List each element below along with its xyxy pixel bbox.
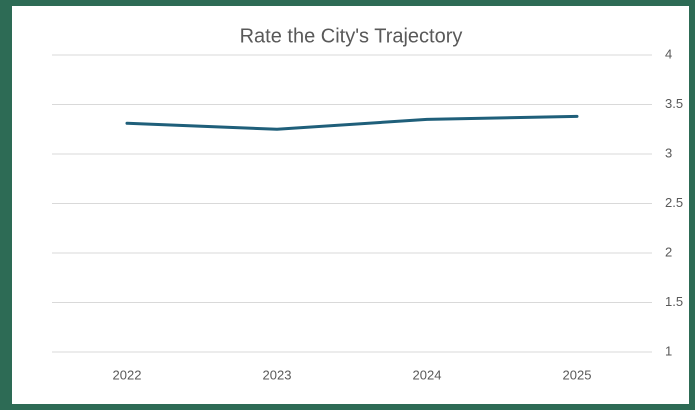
- x-tick-label: 2024: [413, 367, 442, 382]
- x-tick-label: 2022: [113, 367, 142, 382]
- y-tick-label: 1.5: [665, 294, 683, 309]
- y-tick-label: 2: [665, 244, 672, 259]
- y-tick-label: 3.5: [665, 96, 683, 111]
- x-tick-label: 2023: [263, 367, 292, 382]
- data-line: [125, 114, 579, 131]
- y-tick-label: 4: [665, 46, 672, 61]
- chart-title: Rate the City's Trajectory: [240, 25, 463, 47]
- y-tick-label: 1: [665, 343, 672, 358]
- y-tick-label: 3: [665, 145, 672, 160]
- y-tick-label: 2.5: [665, 195, 683, 210]
- chart-area: [12, 6, 689, 404]
- x-tick-label: 2025: [563, 367, 592, 382]
